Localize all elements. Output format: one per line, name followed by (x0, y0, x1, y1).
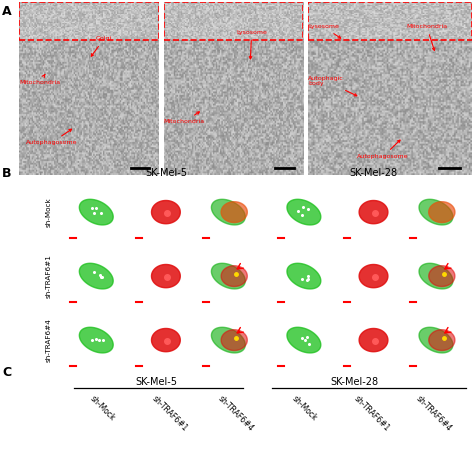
Bar (19, 2, 159, 40)
Text: sh-TRAF6#4: sh-TRAF6#4 (216, 394, 255, 434)
Polygon shape (429, 202, 455, 222)
Text: sh-TRAF6#4: sh-TRAF6#4 (414, 394, 453, 434)
Text: Mitochondria: Mitochondria (406, 24, 447, 50)
Text: SK-Mel-28: SK-Mel-28 (349, 168, 398, 179)
Polygon shape (287, 199, 321, 225)
Text: Lysosome: Lysosome (308, 24, 341, 38)
Polygon shape (429, 266, 455, 286)
Polygon shape (359, 328, 388, 352)
Bar (164, 2, 303, 40)
Text: sh-TRAF6#1: sh-TRAF6#1 (46, 254, 51, 298)
Polygon shape (419, 199, 453, 225)
Text: C: C (2, 365, 11, 379)
Polygon shape (152, 328, 180, 352)
Text: SK-Mel-5: SK-Mel-5 (145, 168, 187, 179)
Polygon shape (79, 199, 113, 225)
Text: Lysosome: Lysosome (236, 29, 267, 59)
Text: sh-TRAF6#1: sh-TRAF6#1 (352, 394, 391, 433)
Polygon shape (152, 201, 180, 224)
Polygon shape (429, 330, 455, 350)
Polygon shape (79, 327, 113, 353)
Polygon shape (79, 263, 113, 289)
Text: Golgi: Golgi (91, 36, 112, 56)
Text: B: B (2, 167, 11, 181)
Text: SK-Mel-28: SK-Mel-28 (330, 377, 378, 387)
Bar (308, 2, 472, 40)
Polygon shape (221, 266, 247, 286)
Text: Autophagosome: Autophagosome (357, 140, 409, 159)
Polygon shape (211, 199, 245, 225)
Text: sh-TRAF6#1: sh-TRAF6#1 (150, 394, 189, 433)
Text: sh-Mock: sh-Mock (290, 394, 319, 423)
Text: Autophagic
body: Autophagic body (308, 76, 357, 96)
Polygon shape (359, 201, 388, 224)
Text: A: A (2, 5, 11, 18)
Polygon shape (211, 263, 245, 289)
Text: Autophagosome: Autophagosome (26, 129, 77, 145)
Polygon shape (359, 264, 388, 288)
Polygon shape (287, 327, 321, 353)
Polygon shape (221, 202, 247, 222)
Polygon shape (287, 263, 321, 289)
Polygon shape (152, 264, 180, 288)
Text: sh-TRAF6#4: sh-TRAF6#4 (46, 318, 51, 362)
Polygon shape (221, 202, 247, 222)
Polygon shape (419, 263, 453, 289)
Text: sh-Mock: sh-Mock (46, 197, 51, 227)
Polygon shape (429, 202, 455, 222)
Polygon shape (221, 330, 247, 350)
Polygon shape (211, 327, 245, 353)
Text: SK-Mel-5: SK-Mel-5 (136, 377, 177, 387)
Text: sh-Mock: sh-Mock (88, 394, 117, 423)
Polygon shape (419, 327, 453, 353)
Text: Mitochondria: Mitochondria (164, 112, 205, 125)
Text: Mitochondria: Mitochondria (19, 74, 60, 85)
